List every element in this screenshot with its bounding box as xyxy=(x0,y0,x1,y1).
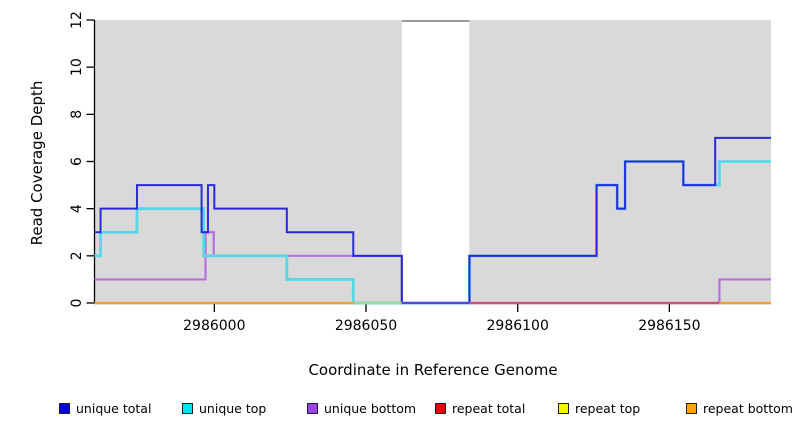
legend-item-unique-total: unique total xyxy=(59,400,151,416)
legend-item-unique-top: unique top xyxy=(182,400,266,416)
legend-label: unique top xyxy=(199,400,267,416)
legend-label: unique bottom xyxy=(324,400,417,416)
x-tick-label: 2986100 xyxy=(487,318,549,334)
series-unique-total xyxy=(94,136,771,304)
y-axis-title: Read Coverage Depth xyxy=(28,80,46,246)
y-tick-label: 4 xyxy=(69,204,85,213)
x-tick-label: 2986150 xyxy=(638,318,700,334)
x-tick-label: 2986050 xyxy=(335,318,397,334)
legend-label: unique total xyxy=(76,400,152,416)
legend-item-repeat-top: repeat top xyxy=(558,400,640,416)
y-tick-label: 2 xyxy=(69,251,85,260)
y-tick-label: 12 xyxy=(69,11,85,29)
y-tick-label: 8 xyxy=(69,110,85,119)
y-tick-label: 6 xyxy=(69,157,85,166)
x-tick-label: 2986000 xyxy=(183,318,245,334)
x-axis-title: Coordinate in Reference Genome xyxy=(308,361,558,379)
legend-swatch xyxy=(435,402,446,414)
legend-swatch xyxy=(307,402,318,414)
legend: unique total unique top unique bottom repea… xyxy=(0,400,792,418)
legend-swatch xyxy=(558,402,569,414)
legend-item-repeat-total: repeat total xyxy=(435,400,525,416)
legend-swatch xyxy=(59,402,70,414)
y-tick-label: 10 xyxy=(69,58,85,76)
y-tick-label: 0 xyxy=(69,299,85,308)
legend-swatch xyxy=(182,402,193,414)
legend-label: repeat top xyxy=(575,400,641,416)
legend-swatch xyxy=(686,402,697,414)
legend-item-repeat-bottom: repeat bottom xyxy=(686,400,792,416)
legend-label: repeat total xyxy=(452,400,526,416)
legend-label: repeat bottom xyxy=(703,400,792,416)
masked-region xyxy=(401,20,470,303)
legend-item-unique-bottom: unique bottom xyxy=(307,400,416,416)
